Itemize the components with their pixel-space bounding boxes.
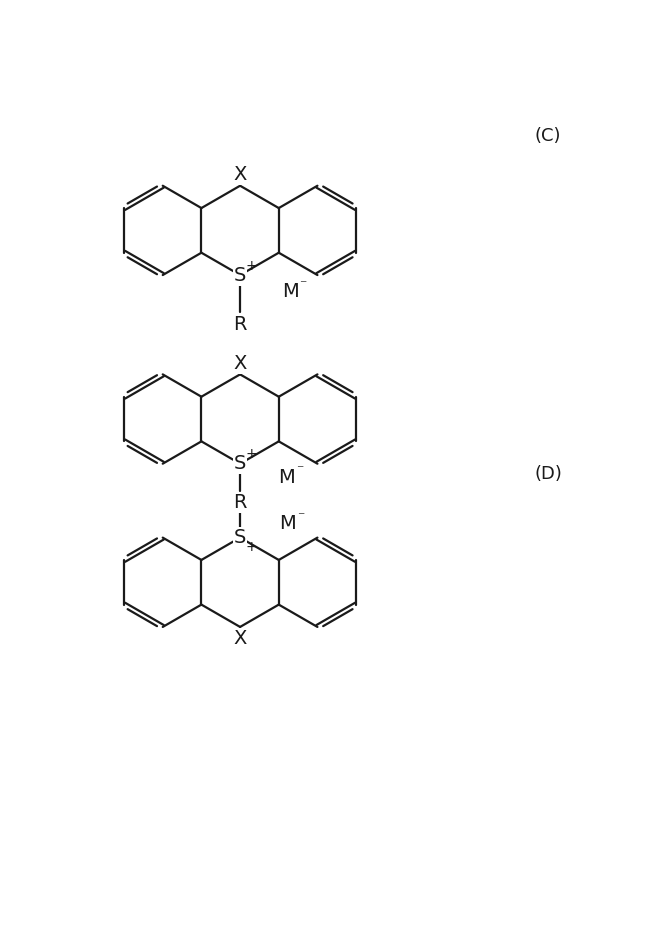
Text: X: X	[233, 165, 247, 184]
Text: ⁻: ⁻	[297, 510, 304, 524]
Text: +: +	[246, 540, 257, 553]
Text: ⁻: ⁻	[299, 278, 307, 292]
Text: ⁻: ⁻	[295, 464, 303, 477]
Text: X: X	[233, 629, 247, 648]
Text: (C): (C)	[535, 127, 561, 146]
Text: (D): (D)	[534, 465, 562, 483]
Text: M: M	[278, 468, 295, 487]
Text: M: M	[282, 282, 299, 301]
Text: S: S	[234, 265, 246, 284]
Text: S: S	[234, 455, 246, 474]
Text: R: R	[233, 494, 247, 513]
Text: S: S	[234, 528, 246, 547]
Text: +: +	[246, 448, 257, 461]
Text: R: R	[233, 315, 247, 334]
Text: +: +	[246, 259, 257, 273]
Text: M: M	[279, 514, 296, 534]
Text: X: X	[233, 354, 247, 373]
